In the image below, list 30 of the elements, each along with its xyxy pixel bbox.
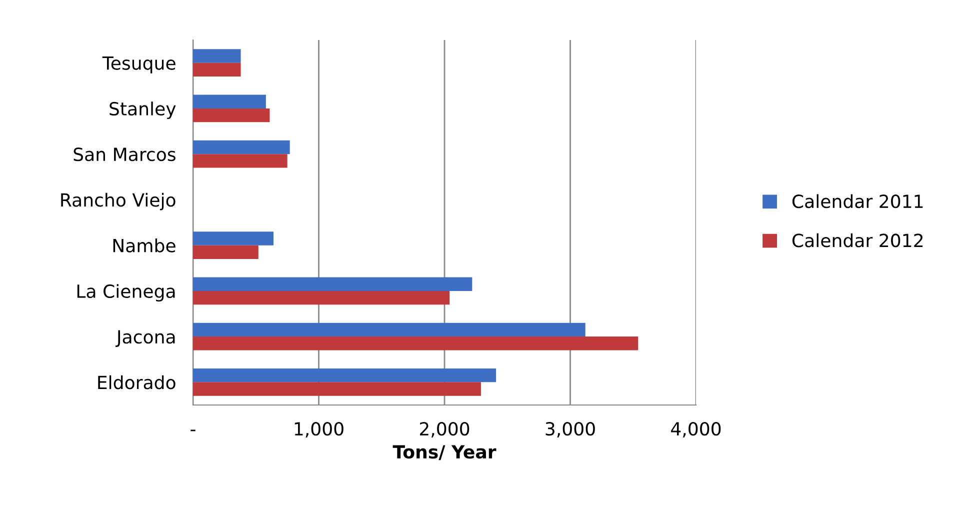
bar [193,108,270,122]
x-tick-label: 3,000 [546,422,595,438]
bar [193,290,450,305]
x-tick-label: 1,000 [294,422,344,438]
y-tick-label: Stanley [110,102,176,120]
legend-label: Calendar 2012 [792,233,923,248]
y-tick-label: Eldorado [98,375,176,390]
x-tick-label: - [190,430,196,432]
y-tick-label: Tesuque [102,56,176,74]
bar [193,140,290,154]
bar [193,382,481,396]
x-tick-label: 2,000 [420,422,470,438]
bar [193,62,241,76]
bar [193,368,496,382]
bar [193,245,258,259]
legend-label: Calendar 2011 [792,194,923,208]
bar [193,49,241,63]
y-tick-label: Nambe [113,238,176,252]
y-tick-label: La Cienega [77,284,175,302]
y-tick-label: San Marcos [74,148,176,162]
bar [193,232,274,246]
bar [193,277,472,291]
bar [193,94,266,108]
x-tick-label: 4,000 [671,422,721,438]
y-tick-label: Jacona [116,330,175,348]
bar [193,336,638,350]
bar [193,322,586,337]
y-tick-label: Rancho Viejo [61,192,176,210]
bar [193,154,288,168]
x-axis-title: Tons/ Year [392,445,496,460]
